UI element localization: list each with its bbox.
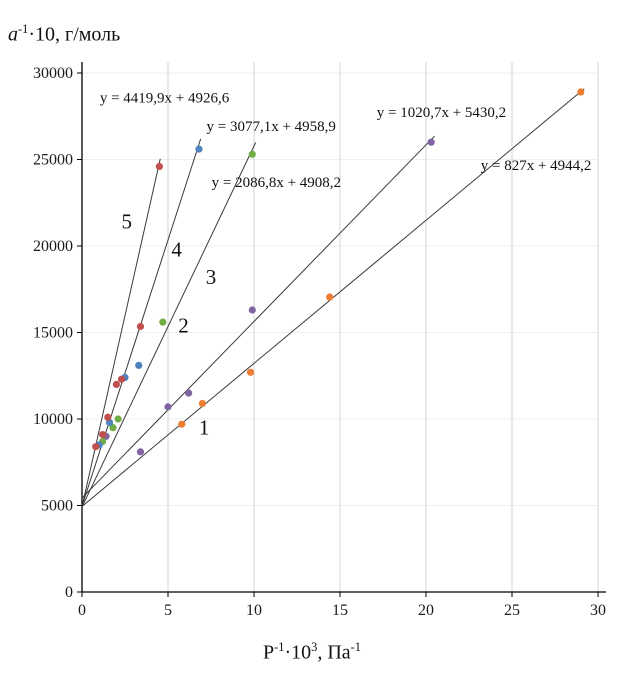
data-point-series-4 xyxy=(135,361,143,369)
data-point-series-2 xyxy=(248,306,256,314)
y-axis-title: a-1·10, г/моль xyxy=(8,22,120,47)
y-tick-label: 20000 xyxy=(33,238,73,255)
y-tick-label: 0 xyxy=(65,584,73,601)
series-number-label: 3 xyxy=(206,265,217,289)
series-number-label: 5 xyxy=(121,210,132,234)
y-tick-label: 30000 xyxy=(33,65,73,82)
data-point-series-1 xyxy=(178,420,186,428)
data-point-series-3 xyxy=(248,150,256,158)
x-tick-label: 30 xyxy=(590,602,606,619)
data-point-series-3 xyxy=(109,424,117,432)
y-tick-label: 15000 xyxy=(33,325,73,342)
data-point-series-2 xyxy=(136,448,145,456)
equation-label: y = 3077,1x + 4958,9 xyxy=(206,119,335,135)
data-point-series-5 xyxy=(155,162,163,171)
x-axis-title-rest: , Па xyxy=(317,641,351,664)
series-number-label: 1 xyxy=(199,416,210,440)
y-tick-label: 5000 xyxy=(41,498,73,515)
data-point-series-5 xyxy=(92,443,100,451)
equation-label: y = 4419,9x + 4926,6 xyxy=(100,90,230,106)
x-axis-title-sup1: -1 xyxy=(274,640,285,654)
y-tick-label: 10000 xyxy=(33,411,73,428)
y-tick-label: 25000 xyxy=(33,152,73,169)
x-axis-title-mid: ·10 xyxy=(284,641,312,664)
trend-line-3 xyxy=(81,142,257,508)
x-tick-label: 5 xyxy=(164,602,172,619)
data-point-series-3 xyxy=(114,415,122,423)
data-point-series-5 xyxy=(104,413,112,421)
data-point-series-1 xyxy=(246,368,255,376)
data-point-series-1 xyxy=(326,293,334,301)
x-axis-title-sup2: 3 xyxy=(311,640,318,654)
x-tick-label: 15 xyxy=(332,602,348,619)
data-point-series-3 xyxy=(159,318,167,326)
series-number-label: 2 xyxy=(178,314,189,338)
data-point-series-5 xyxy=(117,375,126,383)
x-axis-title-base: P xyxy=(263,641,275,664)
y-axis-title-base: a xyxy=(8,23,18,46)
data-point-series-4 xyxy=(195,145,203,153)
data-point-series-2 xyxy=(185,389,193,397)
data-point-series-1 xyxy=(577,88,585,96)
x-tick-label: 0 xyxy=(78,602,86,619)
data-point-series-5 xyxy=(112,380,120,388)
equation-label: y = 827x + 4944,2 xyxy=(481,158,592,174)
x-tick-label: 25 xyxy=(504,602,520,619)
x-tick-label: 10 xyxy=(246,602,262,619)
y-axis-title-sup: -1 xyxy=(18,22,29,36)
x-axis-title: P-1·103, Па-1 xyxy=(0,640,624,665)
y-axis-title-rest: ·10, г/моль xyxy=(28,23,121,46)
trend-line-2 xyxy=(81,135,435,499)
data-point-series-1 xyxy=(198,399,206,408)
series-number-label: 4 xyxy=(171,237,182,261)
equation-label: y = 2086,8x + 4908,2 xyxy=(212,175,341,191)
data-point-series-2 xyxy=(427,138,435,146)
equation-label: y = 1020,7x + 5430,2 xyxy=(377,105,506,121)
x-axis-title-sup3: -1 xyxy=(350,640,361,654)
data-point-series-5 xyxy=(99,430,107,439)
data-point-series-2 xyxy=(164,403,172,411)
x-tick-label: 20 xyxy=(418,602,434,619)
data-point-series-5 xyxy=(136,322,145,331)
